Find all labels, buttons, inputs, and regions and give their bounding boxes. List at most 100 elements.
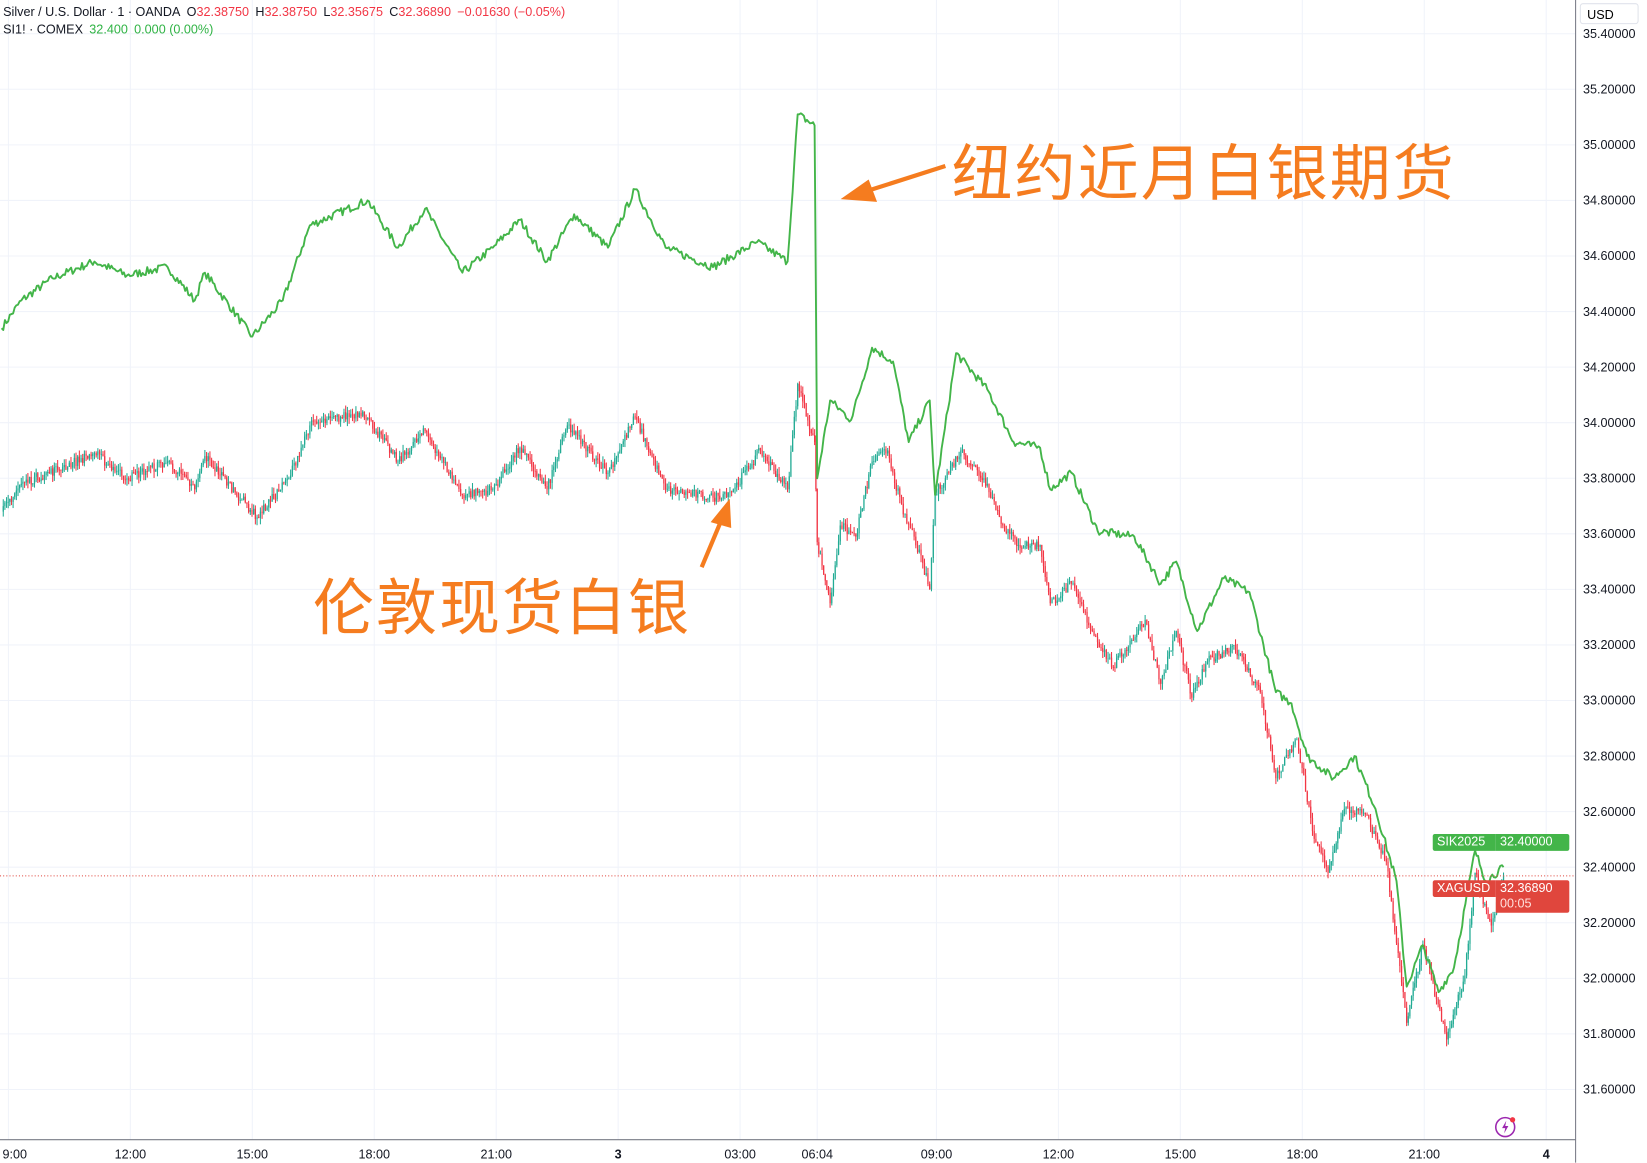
candle <box>1205 660 1207 678</box>
candle <box>984 472 987 488</box>
candle <box>737 476 740 491</box>
candle-body <box>911 528 913 530</box>
candle-body <box>1407 1016 1409 1023</box>
candle <box>913 527 915 541</box>
candle-body <box>587 447 589 452</box>
currency-button[interactable]: USD <box>1579 3 1639 25</box>
candle <box>1414 976 1416 991</box>
candle <box>1399 951 1401 973</box>
candle-body <box>537 473 540 477</box>
candle-body <box>1098 642 1100 648</box>
candle <box>1415 968 1418 988</box>
candle-body <box>471 489 474 498</box>
candle-body <box>139 471 142 478</box>
candle-body <box>637 419 640 422</box>
futures-line <box>0 112 1505 994</box>
candle <box>798 381 801 398</box>
candle-body <box>1223 652 1225 654</box>
candle <box>1376 832 1379 844</box>
candle-body <box>1007 529 1009 534</box>
candle <box>334 415 337 422</box>
candle <box>42 474 44 481</box>
candle-body <box>1014 536 1016 539</box>
candle <box>746 460 748 476</box>
candle-body <box>802 393 804 402</box>
candle-body <box>714 497 716 502</box>
candle-body <box>544 481 546 487</box>
candle <box>112 461 114 477</box>
candle <box>187 471 189 481</box>
candle <box>588 444 590 454</box>
candle-body <box>585 442 587 452</box>
candle <box>899 486 901 504</box>
compare-symbol-title: SI1! · COMEX <box>3 22 83 37</box>
candle-body <box>1338 831 1341 833</box>
candle <box>946 468 948 480</box>
compare-symbol-legend[interactable]: SI1! · COMEX 32.400 0.000 (0.00%) <box>3 22 219 37</box>
candle-body <box>185 474 187 478</box>
candle <box>1394 913 1396 935</box>
candle <box>708 494 711 503</box>
candle-body <box>1452 1014 1454 1025</box>
time-tick-label: 15:00 <box>1165 1148 1197 1162</box>
candle-body <box>581 440 584 444</box>
candle <box>965 453 967 466</box>
candle <box>409 447 411 459</box>
candle <box>1086 607 1088 629</box>
candle-body <box>991 497 994 498</box>
candle-body <box>1471 911 1473 925</box>
candle-body <box>1215 659 1217 662</box>
candle <box>1056 594 1058 606</box>
candle-body <box>753 463 755 465</box>
candle <box>1259 682 1261 694</box>
candle <box>619 443 621 454</box>
candle-body <box>758 448 760 451</box>
candle-body <box>1229 646 1232 653</box>
candle <box>136 463 138 480</box>
candle-body <box>1308 801 1310 807</box>
candle <box>338 414 340 425</box>
candle <box>490 482 492 494</box>
candle-body <box>874 460 877 462</box>
candle-body <box>846 524 848 535</box>
candle-body <box>236 492 238 497</box>
price-tick-label: 33.60000 <box>1583 527 1636 541</box>
candle <box>410 446 413 455</box>
candle <box>855 533 857 542</box>
candle-body <box>664 483 667 490</box>
candle <box>304 431 306 449</box>
candle <box>1168 647 1170 659</box>
candle <box>651 450 653 458</box>
candle-body <box>953 463 955 467</box>
candle <box>85 450 87 462</box>
candle-body <box>47 472 49 473</box>
candle <box>1036 539 1038 552</box>
candle <box>1333 843 1336 854</box>
candle <box>895 479 897 496</box>
candle-body <box>1032 542 1035 545</box>
candle-body <box>227 481 230 486</box>
candle-body <box>1457 994 1459 1006</box>
main-symbol-legend[interactable]: Silver / U.S. Dollar · 1 · OANDA O32.3875… <box>3 4 571 19</box>
candle <box>885 446 887 459</box>
candle-body <box>180 469 182 474</box>
time-tick-label: 09:00 <box>921 1148 953 1162</box>
candle-body <box>345 412 347 420</box>
candle <box>1009 523 1011 540</box>
candle <box>178 467 181 477</box>
candle-body <box>63 465 65 468</box>
candle-body <box>785 483 787 485</box>
candle-body <box>436 451 438 454</box>
candle-body <box>773 464 775 471</box>
candle-body <box>192 484 194 486</box>
candle-body <box>1017 544 1020 547</box>
candle-body <box>286 478 288 481</box>
candle <box>705 498 707 503</box>
candle-body <box>45 472 47 475</box>
candle-body <box>195 481 198 490</box>
candle <box>55 463 57 473</box>
candle <box>600 461 602 470</box>
candle-body <box>1233 644 1235 646</box>
